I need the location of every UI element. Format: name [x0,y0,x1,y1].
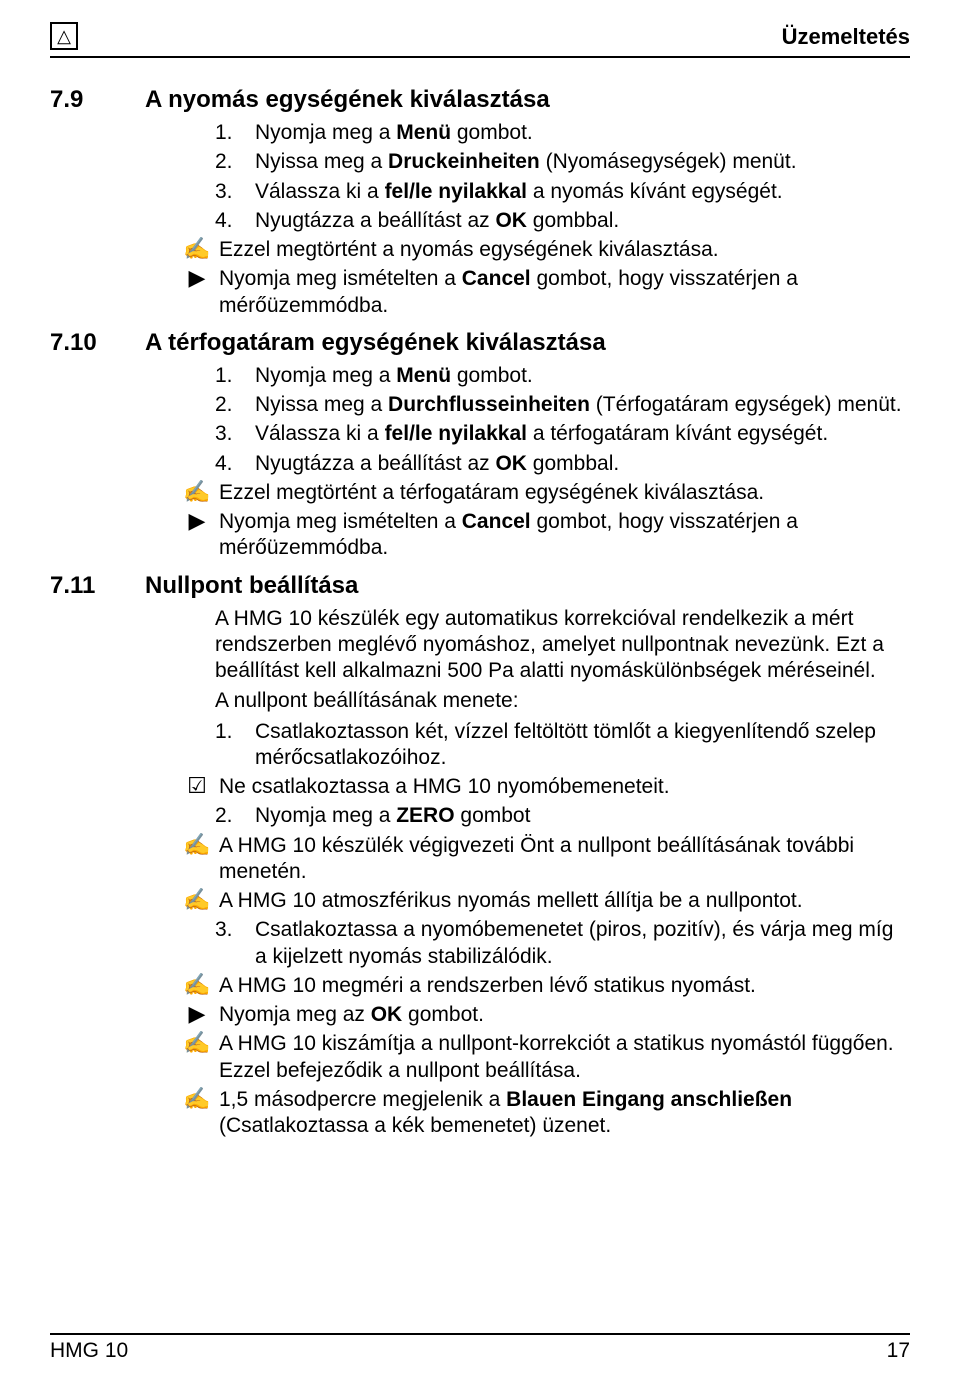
result-text: Ezzel megtörtént a nyomás egységének kiv… [215,237,910,263]
step-number: 3. [215,179,255,205]
step-1: 1. Csatlakoztasson két, vízzel feltöltöt… [215,719,910,772]
action-text: Nyomja meg ismételten a Cancel gombot, h… [215,509,910,562]
action-note: ▶ Nyomja meg ismételten a Cancel gombot,… [179,266,910,319]
result-text: Ezzel megtörtént a térfogatáram egységén… [215,480,910,506]
hand-icon: ✍ [179,973,215,999]
step-number: 3. [215,421,255,447]
step-number: 2. [215,149,255,175]
result-note: ✍ A HMG 10 készülék végigvezeti Önt a nu… [179,833,910,886]
step-number: 2. [215,803,255,829]
step-2: 2. Nyissa meg a Druckeinheiten (Nyomáseg… [215,149,910,175]
section-number: 7.11 [50,572,145,600]
step-text: Válassza ki a fel/le nyilakkal a nyomás … [255,179,910,205]
step-number: 1. [215,120,255,146]
section-7-11-body: A HMG 10 készülék egy automatikus korrek… [215,606,910,1140]
section-7-10-heading: 7.10 A térfogatáram egységének kiválaszt… [50,329,910,357]
step-3: 3. Válassza ki a fel/le nyilakkal a nyom… [215,179,910,205]
check-icon: ☑ [179,774,215,800]
result-note: ✍ 1,5 másodpercre megjelenik a Blauen Ei… [179,1087,910,1140]
result-note: ✍ Ezzel megtörtént a nyomás egységének k… [179,237,910,263]
step-text: Nyissa meg a Durchflusseinheiten (Térfog… [255,392,910,418]
step-text: Nyugtázza a beállítást az OK gombbal. [255,208,910,234]
result-note: ✍ A HMG 10 megméri a rendszerben lévő st… [179,973,910,999]
section-number: 7.10 [50,329,145,357]
step-3: 3. Válassza ki a fel/le nyilakkal a térf… [215,421,910,447]
action-note: ▶ Nyomja meg ismételten a Cancel gombot,… [179,509,910,562]
step-2: 2. Nyomja meg a ZERO gombot [215,803,910,829]
play-icon: ▶ [179,509,215,562]
logo-glyph: △ [57,26,71,47]
step-text: Nyomja meg a ZERO gombot [255,803,910,829]
check-note: ☑ Ne csatlakoztassa a HMG 10 nyomóbemene… [179,774,910,800]
result-text: 1,5 másodpercre megjelenik a Blauen Eing… [215,1087,910,1140]
result-text: A HMG 10 készülék végigvezeti Önt a null… [215,833,910,886]
hand-icon: ✍ [179,1031,215,1084]
step-4: 4. Nyugtázza a beállítást az OK gombbal. [215,208,910,234]
hand-icon: ✍ [179,833,215,886]
step-3: 3. Csatlakoztassa a nyomóbemenetet (piro… [215,917,910,970]
result-note: ✍ A HMG 10 atmoszférikus nyomás mellett … [179,888,910,914]
footer-page-number: 17 [887,1339,910,1363]
hand-icon: ✍ [179,237,215,263]
step-number: 1. [215,719,255,772]
result-text: A HMG 10 megméri a rendszerben lévő stat… [215,973,910,999]
page-footer: HMG 10 17 [50,1333,910,1363]
step-text: Nyugtázza a beállítást az OK gombbal. [255,451,910,477]
step-number: 4. [215,208,255,234]
section-7-10-body: 1. Nyomja meg a Menü gombot. 2. Nyissa m… [215,363,910,562]
hand-icon: ✍ [179,1087,215,1140]
step-1: 1. Nyomja meg a Menü gombot. [215,120,910,146]
step-text: Csatlakoztassa a nyomóbemenetet (piros, … [255,917,910,970]
check-text: Ne csatlakoztassa a HMG 10 nyomóbemenete… [215,774,910,800]
hand-icon: ✍ [179,480,215,506]
hand-icon: ✍ [179,888,215,914]
step-text: Nyomja meg a Menü gombot. [255,120,910,146]
step-4: 4. Nyugtázza a beállítást az OK gombbal. [215,451,910,477]
step-text: Válassza ki a fel/le nyilakkal a térfoga… [255,421,910,447]
paragraph: A HMG 10 készülék egy automatikus korrek… [215,606,910,685]
result-note: ✍ A HMG 10 kiszámítja a nullpont-korrekc… [179,1031,910,1084]
page-header: △ Üzemeltetés [50,22,910,58]
step-2: 2. Nyissa meg a Durchflusseinheiten (Tér… [215,392,910,418]
result-text: A HMG 10 atmoszférikus nyomás mellett ál… [215,888,910,914]
section-title: A térfogatáram egységének kiválasztása [145,329,606,357]
action-text: Nyomja meg az OK gombot. [215,1002,910,1028]
play-icon: ▶ [179,266,215,319]
section-title: A nyomás egységének kiválasztása [145,86,550,114]
step-text: Csatlakoztasson két, vízzel feltöltött t… [255,719,910,772]
step-number: 3. [215,917,255,970]
action-note: ▶ Nyomja meg az OK gombot. [179,1002,910,1028]
section-7-9-body: 1. Nyomja meg a Menü gombot. 2. Nyissa m… [215,120,910,319]
section-7-9-heading: 7.9 A nyomás egységének kiválasztása [50,86,910,114]
section-title: Nullpont beállítása [145,572,358,600]
result-note: ✍ Ezzel megtörtént a térfogatáram egység… [179,480,910,506]
header-section-label: Üzemeltetés [782,24,910,50]
step-text: Nyissa meg a Druckeinheiten (Nyomásegysé… [255,149,910,175]
step-number: 1. [215,363,255,389]
step-1: 1. Nyomja meg a Menü gombot. [215,363,910,389]
paragraph: A nullpont beállításának menete: [215,688,910,714]
step-text: Nyomja meg a Menü gombot. [255,363,910,389]
play-icon: ▶ [179,1002,215,1028]
result-text: A HMG 10 kiszámítja a nullpont-korrekció… [215,1031,910,1084]
step-number: 4. [215,451,255,477]
section-7-11-heading: 7.11 Nullpont beállítása [50,572,910,600]
step-number: 2. [215,392,255,418]
brand-logo-icon: △ [50,22,78,50]
footer-product: HMG 10 [50,1339,128,1363]
action-text: Nyomja meg ismételten a Cancel gombot, h… [215,266,910,319]
section-number: 7.9 [50,86,145,114]
